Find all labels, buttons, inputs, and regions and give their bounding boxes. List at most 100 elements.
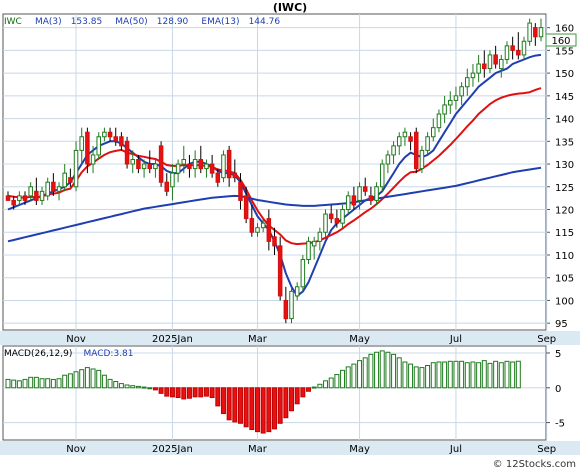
candle-body-67 [385, 154, 391, 165]
macd-bar-78 [447, 360, 453, 389]
candle-body-34 [198, 158, 204, 170]
candle-body-78 [448, 99, 453, 106]
candle-body-76 [436, 113, 442, 129]
candle-body-21 [124, 140, 130, 165]
macd-bar-33 [192, 387, 198, 398]
candle-body-45 [260, 222, 266, 229]
legend-ma50-label: MA(50) [115, 17, 147, 27]
candle-68 [391, 141, 396, 165]
watermark: © 12Stocks.com [493, 459, 576, 470]
macd-bar-1 [11, 379, 17, 389]
candle-body-15 [90, 154, 96, 165]
macd-x-label-2: Mar [248, 444, 268, 455]
candle-49 [283, 286, 289, 324]
candle-body-63 [362, 186, 368, 192]
macd-bar-28 [164, 387, 170, 397]
candle-body-37 [215, 172, 221, 183]
candle-69 [396, 132, 402, 155]
legend-ema13-value: 144.76 [249, 17, 281, 27]
candle-87 [499, 54, 504, 78]
candle-body-70 [402, 131, 408, 138]
candle-body-75 [431, 127, 436, 138]
macd-bar-22 [130, 385, 136, 389]
price-x-label-3: May [349, 334, 370, 345]
macd-bar-90 [515, 360, 521, 389]
price-tick-label-145: 145 [555, 92, 574, 103]
candle-1 [11, 195, 16, 210]
price-x-label-0: Nov [66, 334, 86, 345]
macd-bar-51 [294, 387, 300, 405]
candle-0 [5, 191, 11, 201]
candle-body-4 [28, 186, 33, 197]
candle-body-50 [289, 290, 294, 320]
macd-bar-25 [147, 387, 153, 390]
macd-bar-20 [118, 383, 124, 389]
macd-tick-label--5: -5 [555, 419, 565, 430]
candle-82 [470, 64, 476, 87]
macd-bar-86 [493, 360, 499, 389]
price-tick-label-155: 155 [555, 46, 574, 57]
price-tick-label-135: 135 [555, 137, 574, 148]
macd-x-axis-band [0, 441, 580, 455]
candle-body-41 [238, 181, 243, 201]
candle-body-73 [419, 149, 425, 170]
macd-bar-26 [152, 387, 158, 391]
candle-body-6 [39, 190, 45, 201]
candle-body-51 [294, 286, 300, 297]
candle-40 [232, 159, 238, 183]
candle-75 [431, 118, 436, 142]
candle-body-17 [102, 131, 107, 138]
macd-bar-30 [175, 387, 181, 399]
macd-bar-83 [476, 362, 482, 389]
macd-bar-14 [84, 367, 90, 389]
macd-bar-76 [436, 361, 442, 389]
candle-84 [482, 50, 487, 78]
candle-38 [221, 150, 226, 183]
price-tick-label-160: 160 [555, 24, 574, 35]
candle-55 [317, 227, 323, 251]
candle-body-91 [521, 40, 527, 56]
candle-12 [73, 141, 79, 192]
macd-bar-79 [453, 360, 459, 389]
candle-body-87 [499, 58, 504, 70]
legend-ma50-value: 128.90 [157, 17, 189, 27]
macd-bar-81 [464, 362, 470, 389]
candle-4 [28, 182, 33, 201]
candle-body-77 [442, 104, 447, 115]
macd-bar-73 [419, 367, 425, 389]
candle-body-69 [396, 136, 402, 147]
candle-66 [379, 159, 385, 192]
candle-body-92 [527, 22, 532, 42]
candle-14 [85, 127, 90, 174]
candle-78 [448, 91, 453, 115]
candle-9 [56, 182, 62, 201]
candle-11 [68, 168, 73, 187]
candle-body-74 [425, 136, 430, 151]
candle-body-61 [351, 195, 357, 206]
candle-body-13 [79, 136, 84, 151]
macd-bar-84 [481, 360, 487, 389]
macd-x-label-0: Nov [66, 444, 86, 455]
candle-35 [204, 159, 209, 178]
price-x-label-4: Jul [449, 334, 462, 345]
candle-body-10 [62, 172, 67, 188]
macd-x-label-1: 2025Jan [152, 444, 193, 455]
candle-body-23 [136, 158, 141, 170]
macd-bar-74 [425, 364, 431, 389]
candle-body-58 [334, 218, 340, 224]
candle-body-44 [255, 227, 260, 233]
candle-body-54 [311, 240, 317, 247]
macd-bar-27 [158, 387, 164, 394]
candle-body-25 [147, 163, 153, 170]
macd-bar-32 [186, 387, 192, 399]
macd-bar-40 [232, 387, 238, 423]
candle-56 [323, 209, 328, 237]
macd-bar-64 [368, 353, 374, 389]
candle-86 [493, 45, 498, 69]
candle-90 [516, 32, 521, 60]
candle-body-55 [317, 231, 323, 242]
macd-bar-13 [79, 369, 85, 389]
macd-bar-68 [391, 353, 397, 389]
candle-body-0 [5, 195, 11, 201]
legend-ticker: IWC [4, 17, 22, 27]
